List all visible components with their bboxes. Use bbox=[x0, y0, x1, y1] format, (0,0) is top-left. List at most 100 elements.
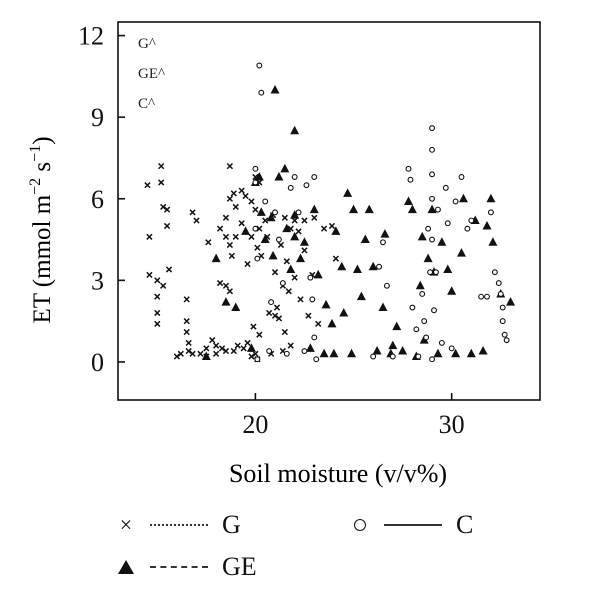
data-point-g bbox=[205, 239, 212, 246]
data-point-g bbox=[275, 315, 283, 322]
data-point-c bbox=[499, 318, 506, 325]
data-point-c bbox=[429, 356, 435, 363]
data-point-ge bbox=[482, 220, 492, 230]
data-point-ge bbox=[360, 234, 370, 244]
data-point-ge bbox=[398, 346, 408, 355]
data-point-g bbox=[311, 214, 318, 221]
data-point-g bbox=[244, 339, 251, 347]
data-point-c bbox=[438, 339, 445, 346]
annotations: G^ GE^ C^ bbox=[138, 36, 165, 112]
data-point-c bbox=[425, 225, 432, 232]
data-point-ge bbox=[466, 348, 476, 358]
data-point-c bbox=[275, 236, 282, 243]
data-point-g bbox=[158, 179, 165, 186]
data-point-c bbox=[484, 293, 490, 300]
data-point-ge bbox=[290, 210, 300, 219]
data-point-ge bbox=[321, 299, 331, 309]
data-point-ge bbox=[417, 231, 427, 241]
data-point-ge bbox=[280, 163, 290, 173]
data-point-c bbox=[389, 353, 396, 360]
y-tick-label: 0 bbox=[91, 348, 104, 377]
y-tick-label: 9 bbox=[91, 103, 104, 132]
data-point-ge bbox=[254, 172, 264, 181]
data-point-c bbox=[303, 182, 310, 189]
data-point-ge bbox=[368, 261, 378, 271]
data-point-ge bbox=[327, 318, 337, 328]
data-point-ge bbox=[478, 346, 488, 355]
data-point-ge bbox=[282, 223, 292, 233]
data-point-c bbox=[491, 269, 498, 276]
legend-item-g: × G bbox=[116, 510, 241, 540]
data-point-g bbox=[248, 353, 255, 360]
data-point-c bbox=[419, 290, 426, 297]
data-point-ge bbox=[246, 343, 256, 352]
data-point-c bbox=[287, 184, 294, 191]
series-g bbox=[144, 162, 340, 363]
data-point-c bbox=[268, 299, 275, 306]
data-point-c bbox=[444, 220, 451, 227]
data-point-ge bbox=[392, 321, 402, 331]
data-point-c bbox=[309, 296, 316, 303]
solid-line-icon bbox=[384, 524, 442, 526]
dashed-line-icon bbox=[150, 566, 208, 568]
data-point-g bbox=[173, 353, 181, 360]
data-point-c bbox=[380, 239, 386, 246]
data-point-ge bbox=[256, 207, 266, 216]
legend: × G GE C bbox=[0, 500, 600, 590]
data-point-c bbox=[497, 290, 504, 297]
data-point-g bbox=[277, 241, 285, 249]
data-point-g bbox=[177, 350, 184, 357]
y-tick-label: 3 bbox=[91, 266, 104, 295]
data-point-c bbox=[487, 209, 494, 216]
data-point-c bbox=[370, 353, 377, 360]
data-point-g bbox=[185, 347, 192, 355]
data-point-g bbox=[262, 217, 269, 224]
data-point-g bbox=[256, 331, 263, 338]
data-point-ge bbox=[407, 204, 417, 214]
data-point-g bbox=[234, 342, 241, 349]
data-point-g bbox=[216, 279, 224, 287]
data-point-g bbox=[226, 195, 234, 202]
data-point-g bbox=[146, 233, 153, 240]
x-marker-icon: × bbox=[119, 512, 133, 537]
data-point-g bbox=[254, 244, 261, 251]
legend-label-ge: GE bbox=[222, 552, 257, 581]
data-point-c bbox=[311, 334, 318, 341]
data-point-g bbox=[232, 203, 239, 211]
data-point-c bbox=[495, 280, 502, 287]
data-point-g bbox=[144, 182, 151, 189]
data-point-c bbox=[376, 263, 383, 270]
data-point-ge bbox=[458, 193, 468, 203]
data-point-g bbox=[332, 255, 340, 262]
data-point-g bbox=[281, 214, 288, 221]
data-point-ge bbox=[201, 351, 211, 360]
data-point-ge bbox=[506, 297, 516, 306]
data-point-g bbox=[183, 296, 190, 303]
annotation-label: G^ bbox=[138, 36, 156, 52]
data-point-g bbox=[281, 328, 288, 336]
plot-frame bbox=[117, 21, 541, 401]
data-point-ge bbox=[241, 226, 251, 235]
data-point-g bbox=[183, 318, 190, 325]
data-point-c bbox=[464, 225, 471, 232]
data-point-g bbox=[197, 350, 204, 357]
data-point-ge bbox=[349, 204, 359, 214]
data-point-ge bbox=[313, 269, 323, 279]
data-point-c bbox=[413, 326, 420, 333]
data-point-ge bbox=[305, 343, 315, 352]
data-point-c bbox=[415, 353, 422, 360]
data-point-ge bbox=[221, 297, 231, 306]
data-point-g bbox=[183, 328, 190, 336]
data-point-ge bbox=[372, 346, 382, 355]
data-point-g bbox=[193, 217, 200, 224]
data-point-g bbox=[160, 282, 167, 289]
data-point-g bbox=[154, 309, 161, 317]
data-point-c bbox=[313, 356, 320, 363]
data-point-c bbox=[272, 209, 278, 216]
dotted-line-icon bbox=[150, 524, 208, 526]
data-point-g bbox=[244, 260, 251, 268]
data-point-ge bbox=[268, 250, 278, 260]
data-point-c bbox=[301, 348, 308, 355]
data-point-g bbox=[242, 192, 249, 200]
data-point-ge bbox=[415, 280, 425, 290]
